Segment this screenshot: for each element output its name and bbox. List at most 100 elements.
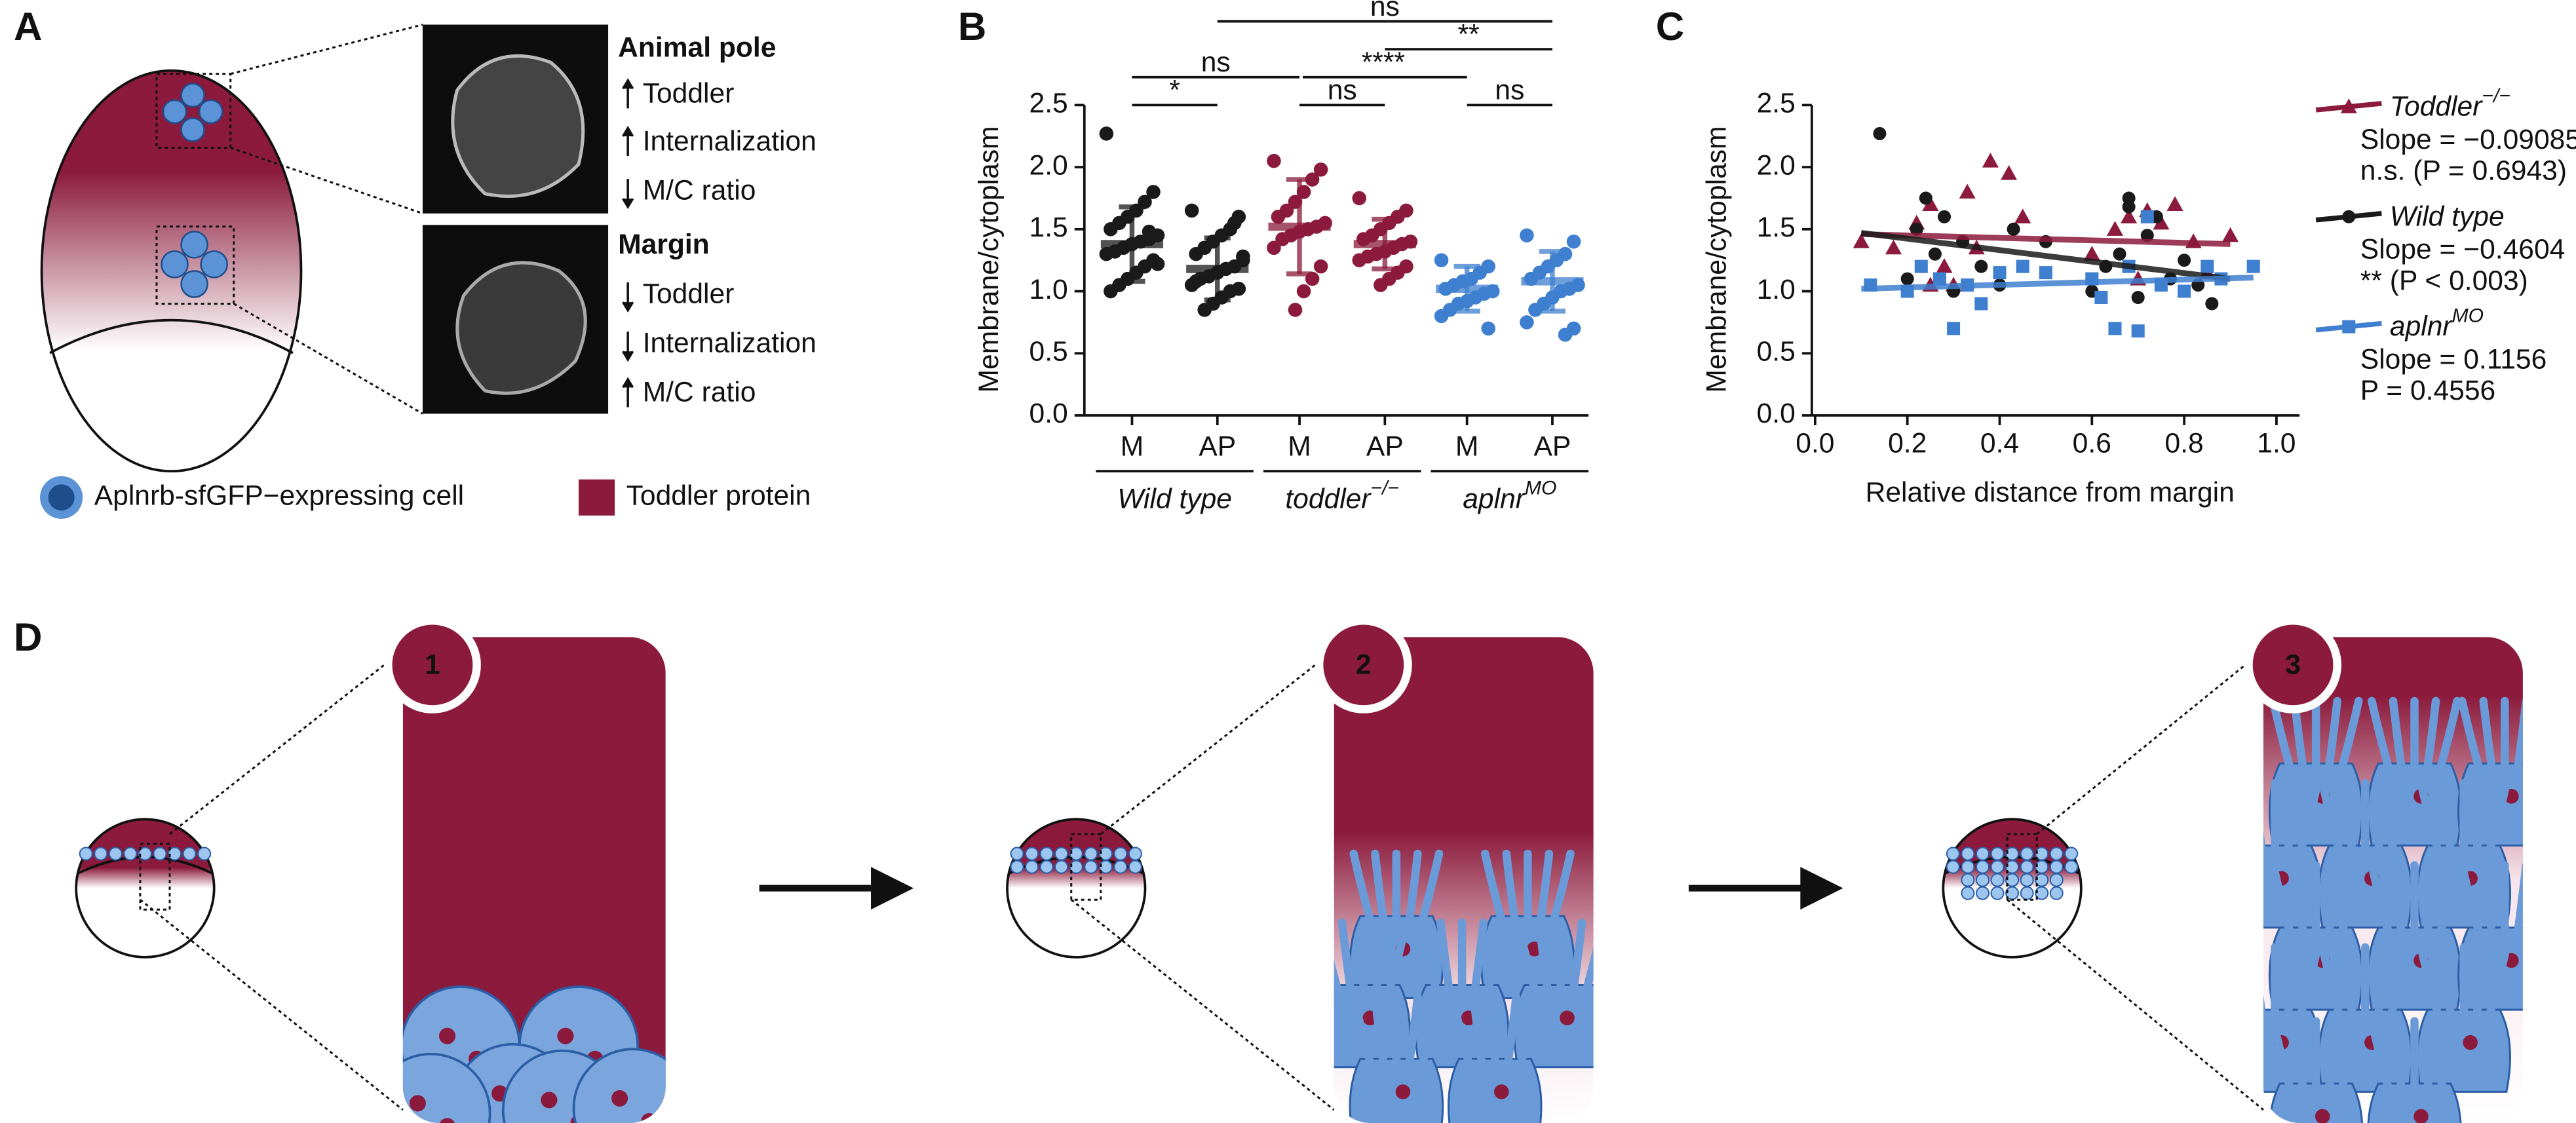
- point: [1520, 315, 1534, 330]
- point: [1099, 126, 1114, 141]
- cell-finger: [2457, 696, 2483, 771]
- cell-finger: [2436, 861, 2461, 936]
- cell-finger: [2389, 1017, 2406, 1092]
- point: [1189, 274, 1203, 289]
- x-tick-label: AP: [1199, 430, 1236, 462]
- protein: [2463, 1035, 2478, 1050]
- protein: [557, 1027, 574, 1044]
- fit-line: [1861, 275, 2254, 292]
- cell-finger: [2269, 861, 2294, 936]
- significance-label: ns: [1370, 0, 1400, 22]
- cell-finger: [2318, 779, 2343, 853]
- point: [1885, 239, 1902, 255]
- zoom-box: [155, 225, 235, 305]
- point: [2113, 247, 2126, 261]
- cell: [1128, 860, 1142, 874]
- cell: [197, 847, 212, 861]
- panel-label: B: [958, 5, 986, 48]
- panel-label: C: [1656, 5, 1684, 48]
- cell: [2049, 873, 2064, 887]
- cell-finger: [1502, 849, 1519, 924]
- y-axis-label: Membrane/cytoplasm: [973, 126, 1005, 392]
- zoom-view: [1334, 637, 1594, 1123]
- cell-finger: [2324, 861, 2342, 936]
- y-tick-label: 1.0: [1029, 274, 1068, 305]
- cell-finger: [1484, 919, 1509, 993]
- step-label: 2: [1356, 649, 1372, 681]
- point: [1267, 153, 1281, 168]
- cell-finger: [1517, 992, 1542, 1067]
- point: [1288, 303, 1303, 317]
- legend-slope: Slope = −0.4604: [2360, 234, 2566, 265]
- group-label-main: toddler: [1285, 484, 1372, 515]
- point: [1352, 253, 1367, 267]
- point: [2166, 196, 2183, 211]
- cell: [168, 847, 182, 861]
- cell: [402, 1052, 491, 1123]
- cell-finger: [2337, 861, 2363, 936]
- y-tick-label: 1.5: [1029, 212, 1068, 243]
- x-tick-label: M: [1455, 430, 1478, 462]
- zoom-line: [1100, 649, 1335, 835]
- cell-finger: [2232, 947, 2248, 1013]
- point: [1150, 257, 1165, 271]
- embryo: [1006, 818, 1147, 959]
- cell-finger: [2531, 701, 2547, 767]
- protein: [611, 1090, 628, 1107]
- cell: [1025, 860, 1039, 874]
- cell-finger: [1569, 919, 1586, 993]
- cell-finger: [1371, 992, 1388, 1067]
- cell-finger: [2324, 696, 2342, 771]
- cell: [79, 847, 93, 861]
- cell: [123, 847, 138, 861]
- cell-finger: [2337, 696, 2363, 771]
- point: [1099, 246, 1114, 261]
- cell-finger: [2514, 696, 2523, 771]
- cell: [1961, 873, 1975, 887]
- cell: [1961, 860, 1975, 874]
- point: [1558, 328, 1573, 342]
- point: [2016, 259, 2029, 273]
- group-label: toddler−/−: [1285, 478, 1399, 515]
- y-tick-label: 2.0: [1757, 149, 1796, 181]
- cell-body: [2268, 1082, 2364, 1123]
- cell: [182, 847, 197, 861]
- heading: Animal pole: [618, 31, 776, 63]
- point: [2014, 208, 2031, 223]
- step-badge: [1315, 616, 1412, 714]
- cell-finger: [1418, 992, 1444, 1067]
- y-tick-label: 2.5: [1029, 88, 1068, 119]
- protein: [438, 1027, 456, 1044]
- point: [1959, 183, 1976, 199]
- point: [2340, 98, 2357, 113]
- cell-finger: [2472, 943, 2489, 1018]
- cell-finger: [1337, 919, 1355, 993]
- yolk-line: [49, 318, 294, 354]
- protein: [1395, 1084, 1411, 1099]
- y-tick-label: 2.0: [1029, 149, 1068, 181]
- cell-finger: [1349, 992, 1375, 1067]
- cell-finger: [2423, 1017, 2440, 1092]
- zoom-view: [2232, 637, 2547, 1123]
- zoom-box: [139, 843, 171, 911]
- significance-label: ns: [1328, 75, 1357, 106]
- point: [1932, 272, 1946, 286]
- cell: [1961, 847, 1975, 861]
- legend-p: n.s. (P = 0.6943): [2360, 155, 2567, 186]
- point: [1275, 232, 1290, 246]
- point: [1910, 222, 1923, 236]
- step-label: 3: [2285, 649, 2301, 681]
- cell: [94, 847, 108, 861]
- y-tick-label: 0.0: [1757, 398, 1796, 429]
- point: [1236, 249, 1250, 264]
- cell-finger: [2368, 1017, 2393, 1092]
- fit-line: [1861, 231, 2231, 247]
- cell-finger: [2387, 779, 2412, 853]
- cell-finger: [1372, 919, 1389, 993]
- cell: [1113, 847, 1128, 861]
- legend-label: Toddler−/−: [2390, 85, 2510, 123]
- significance-label: ns: [1201, 47, 1231, 78]
- point: [1937, 210, 1951, 223]
- significance-label: *: [1169, 75, 1180, 106]
